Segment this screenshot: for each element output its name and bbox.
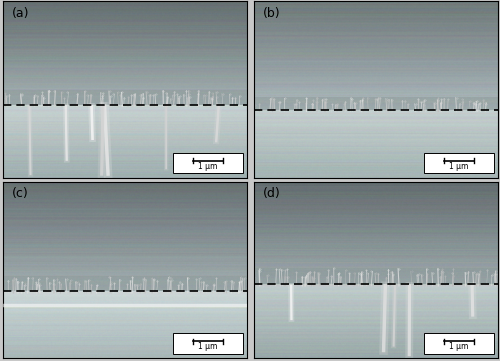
Bar bbox=[424, 334, 494, 354]
Bar bbox=[424, 153, 494, 173]
Text: 1 μm: 1 μm bbox=[450, 162, 469, 171]
Text: (d): (d) bbox=[264, 187, 281, 200]
Text: (b): (b) bbox=[264, 7, 281, 20]
Text: 1 μm: 1 μm bbox=[450, 342, 469, 351]
Text: 1 μm: 1 μm bbox=[198, 162, 218, 171]
Text: (c): (c) bbox=[12, 187, 29, 200]
Bar bbox=[174, 153, 243, 173]
Bar bbox=[174, 334, 243, 354]
Text: (a): (a) bbox=[12, 7, 30, 20]
Text: 1 μm: 1 μm bbox=[198, 342, 218, 351]
